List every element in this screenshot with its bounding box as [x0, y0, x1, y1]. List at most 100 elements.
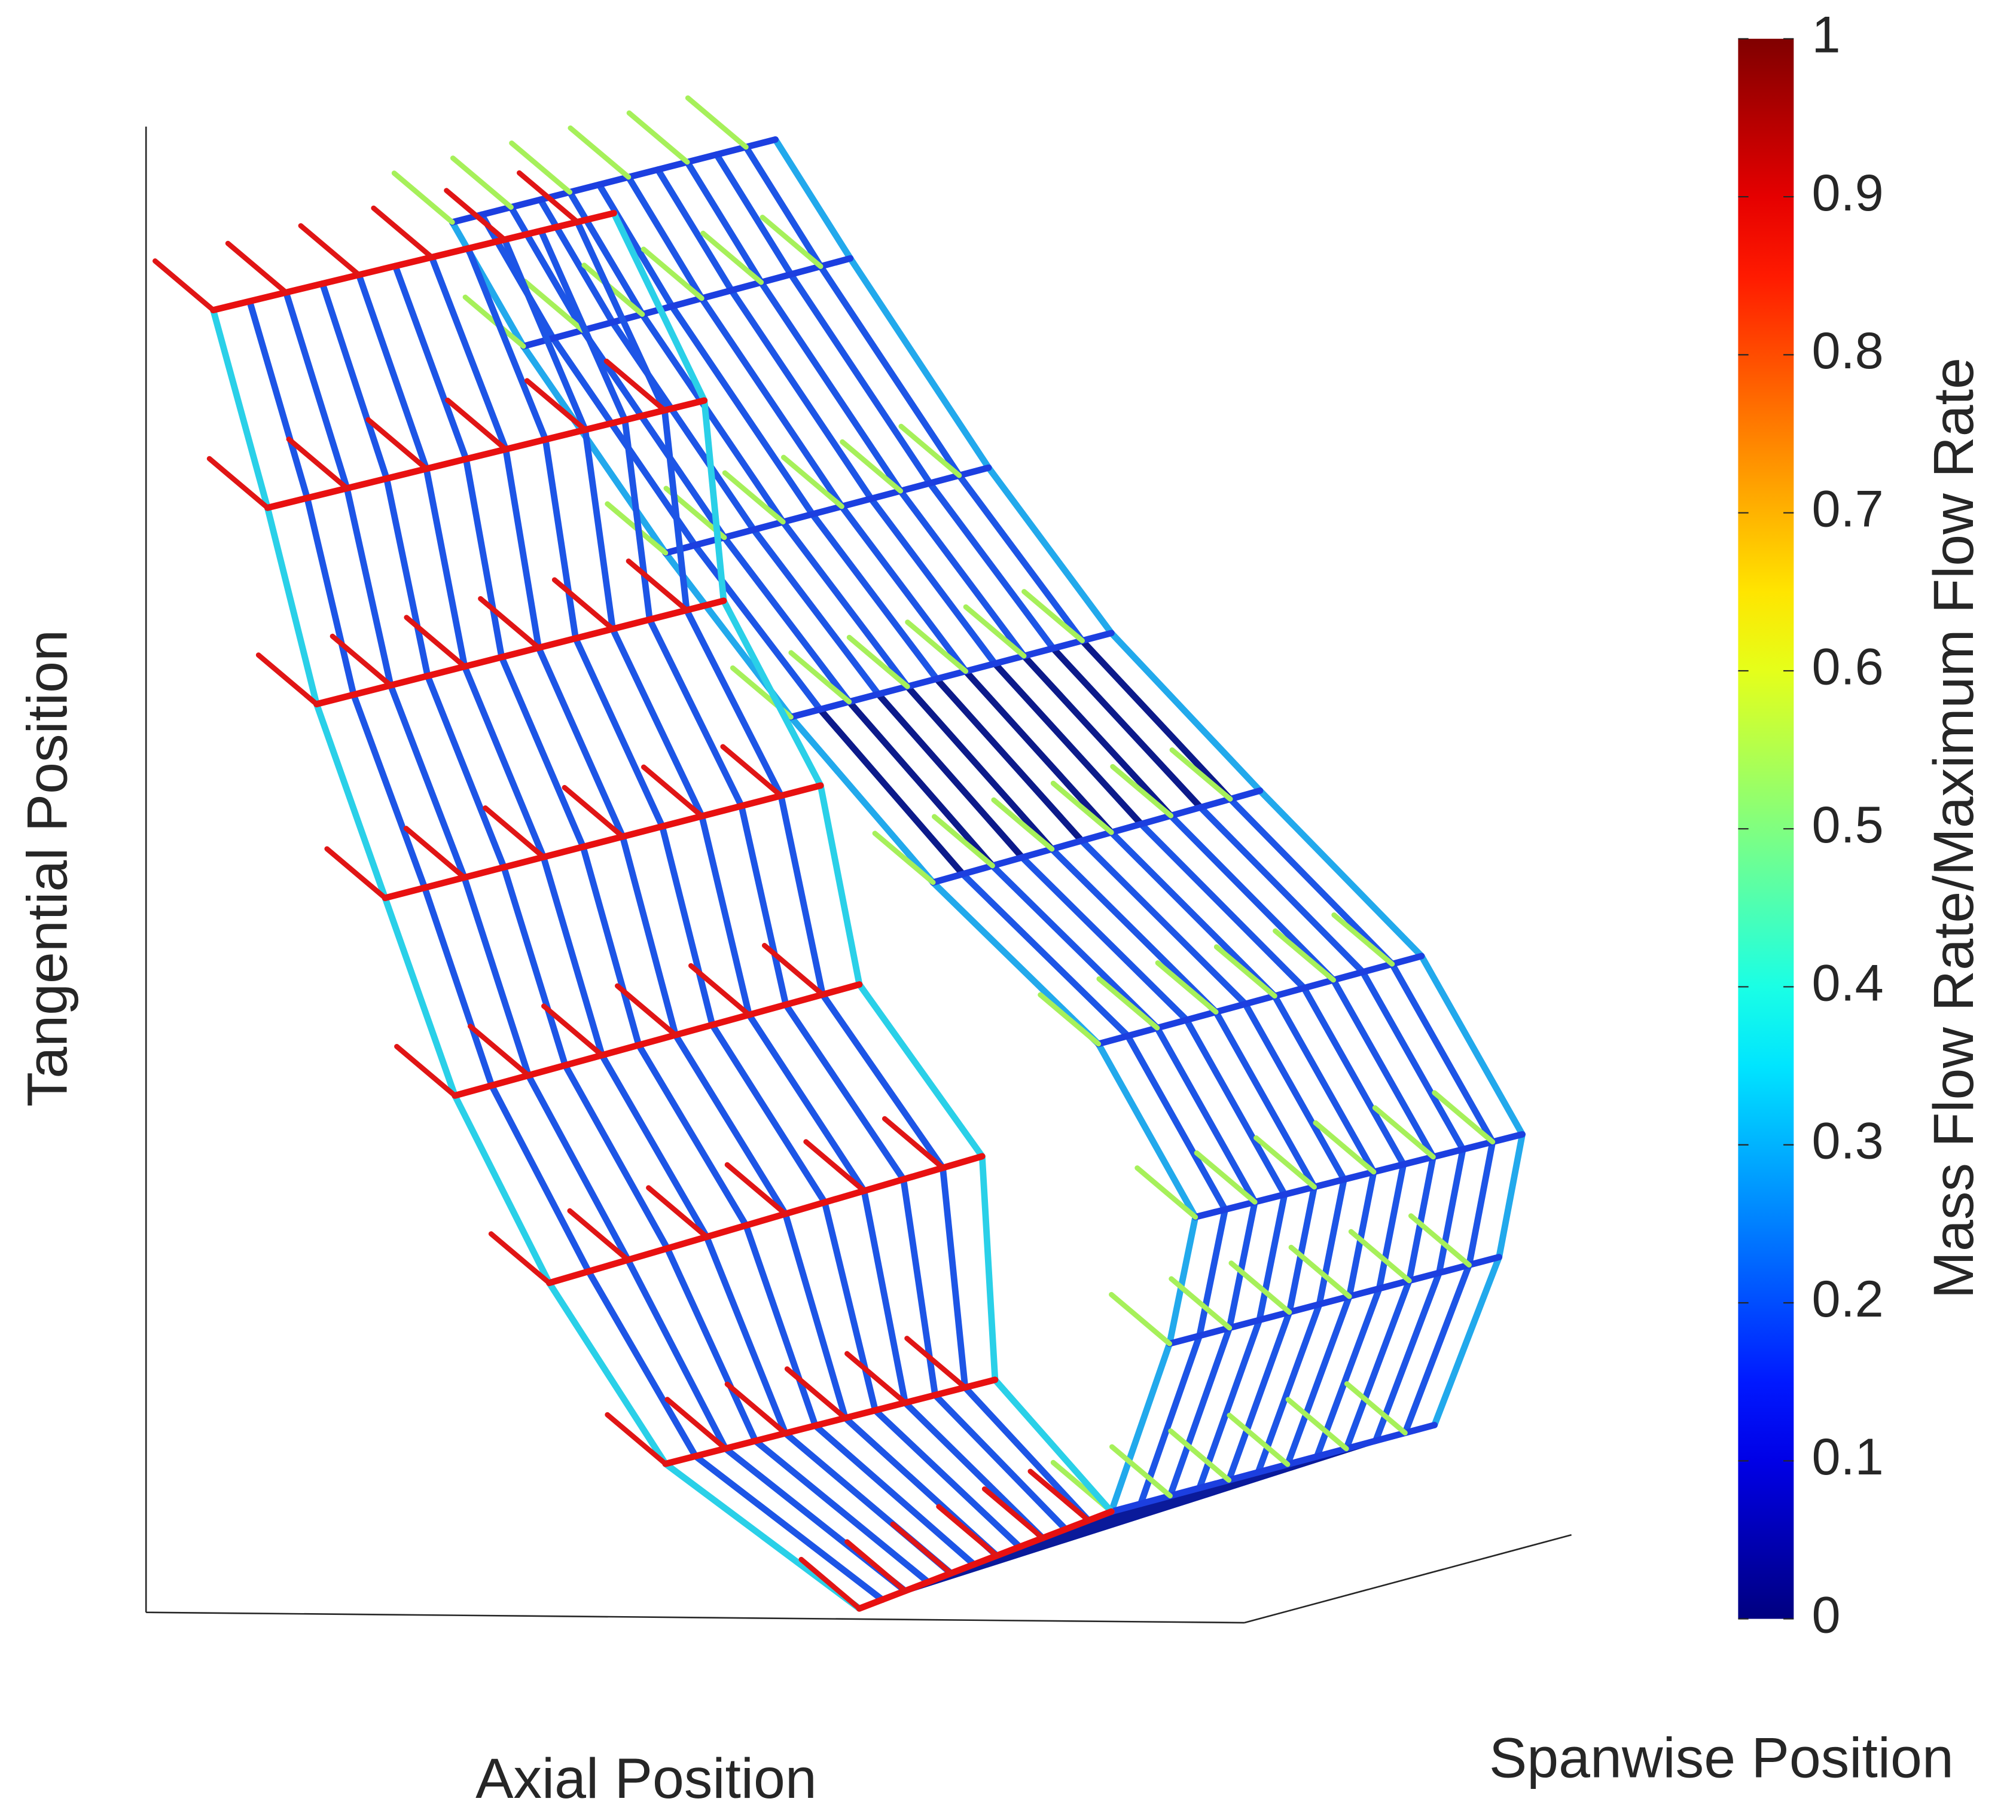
flow-vector [626, 110, 690, 165]
mesh-line [720, 597, 824, 789]
mesh-line [423, 465, 468, 670]
flow-vector [898, 423, 962, 478]
mesh-line [940, 1164, 969, 1391]
flow-vector [522, 278, 585, 333]
flow-vector [780, 454, 844, 509]
mesh-line [703, 1233, 789, 1437]
mesh-line [465, 245, 549, 443]
mesh-line [691, 542, 824, 713]
mesh-line [566, 188, 646, 318]
mesh-line [743, 143, 824, 270]
flow-vector [720, 744, 784, 799]
mesh-line [421, 884, 495, 1089]
flow-vector [568, 125, 632, 180]
flow-vector [581, 262, 645, 317]
mesh-line [1137, 820, 1307, 991]
mesh-line [210, 210, 617, 314]
mesh-line [1343, 1277, 1413, 1452]
mesh-line [1346, 1168, 1377, 1300]
mesh-line [313, 701, 389, 902]
mesh-line [856, 981, 986, 1160]
colorbar-tick-label: 0.8 [1812, 322, 1884, 380]
mesh-line [609, 625, 705, 820]
mesh-line [1284, 1293, 1353, 1468]
mesh-line [580, 843, 642, 1049]
mesh-line [1436, 1146, 1466, 1277]
mesh-line [1166, 1254, 1503, 1347]
colorbar-tick-label: 1 [1812, 7, 1841, 64]
flow-vector [1313, 1120, 1377, 1175]
mesh-line [872, 1407, 1023, 1550]
mesh-line [746, 1011, 868, 1195]
mesh-line [350, 691, 428, 891]
flow-vector [700, 230, 764, 285]
flow-vector [1038, 992, 1102, 1047]
mesh-line [210, 307, 271, 511]
mesh-line [1418, 952, 1526, 1138]
mesh-line [962, 668, 1115, 836]
mesh-line [897, 487, 1027, 659]
flow-vector [225, 240, 289, 295]
mesh-line [520, 255, 854, 350]
mesh-line [525, 1072, 632, 1263]
mesh-line [545, 1280, 669, 1467]
mesh-line [580, 326, 728, 541]
mesh-line [1466, 1138, 1496, 1269]
mesh-line [1242, 1000, 1347, 1183]
flow-vector [1134, 1165, 1198, 1220]
mesh-line [683, 607, 785, 799]
mesh-line [846, 698, 996, 869]
colorbar-tick-label: 0 [1812, 1586, 1841, 1644]
flow-vector [1288, 1244, 1352, 1299]
mesh-line [596, 181, 676, 310]
mesh-line [782, 1001, 907, 1183]
mesh-line [542, 436, 579, 642]
hub-wedge [859, 1425, 1435, 1609]
mesh-line [313, 597, 727, 708]
mesh-line [572, 635, 666, 830]
mesh-line [1050, 645, 1204, 811]
mesh-line [1108, 829, 1278, 1000]
mesh-line [1226, 1198, 1258, 1332]
flow-vector [1331, 912, 1395, 967]
mesh-line [609, 319, 757, 533]
flow-vector [1155, 960, 1219, 1015]
flow-vector [760, 215, 824, 269]
mesh-line [750, 526, 882, 698]
mesh-line [709, 1021, 828, 1206]
mesh-line [654, 166, 735, 294]
mesh-line [383, 475, 431, 679]
mesh-line [1108, 1422, 1438, 1515]
mesh-line [1496, 1131, 1526, 1260]
colorbar-tick-label: 0.5 [1812, 796, 1884, 854]
flow-vector [1168, 1428, 1232, 1483]
mesh-line [1225, 1309, 1293, 1483]
mesh-line [847, 255, 992, 471]
flow-vector [1408, 1213, 1472, 1268]
colorbar-tick-label: 0.6 [1812, 639, 1884, 696]
flow-vector [840, 439, 904, 494]
flow-vector [963, 604, 1027, 659]
mesh-line [639, 311, 786, 526]
mesh-line [812, 1422, 977, 1568]
mesh-line [788, 713, 937, 886]
flow-vector [330, 633, 394, 688]
mesh-line [424, 673, 507, 871]
flow-vector [846, 634, 910, 689]
mesh-line [1183, 1016, 1288, 1198]
mesh-line [1154, 1024, 1258, 1205]
flow-vector [1227, 1412, 1291, 1467]
mesh-line [1108, 1340, 1173, 1515]
flow-vector [153, 258, 216, 313]
mesh-line [264, 504, 320, 708]
mesh-line [382, 894, 459, 1099]
mesh-line [658, 823, 716, 1028]
mesh-line [574, 218, 668, 414]
mesh-line [461, 663, 547, 860]
mesh-line [819, 991, 946, 1171]
flow-vector [1169, 747, 1233, 802]
colorbar-tick-label: 0.2 [1812, 1271, 1884, 1328]
mesh-line [992, 1376, 1115, 1515]
mesh-line [343, 485, 394, 689]
